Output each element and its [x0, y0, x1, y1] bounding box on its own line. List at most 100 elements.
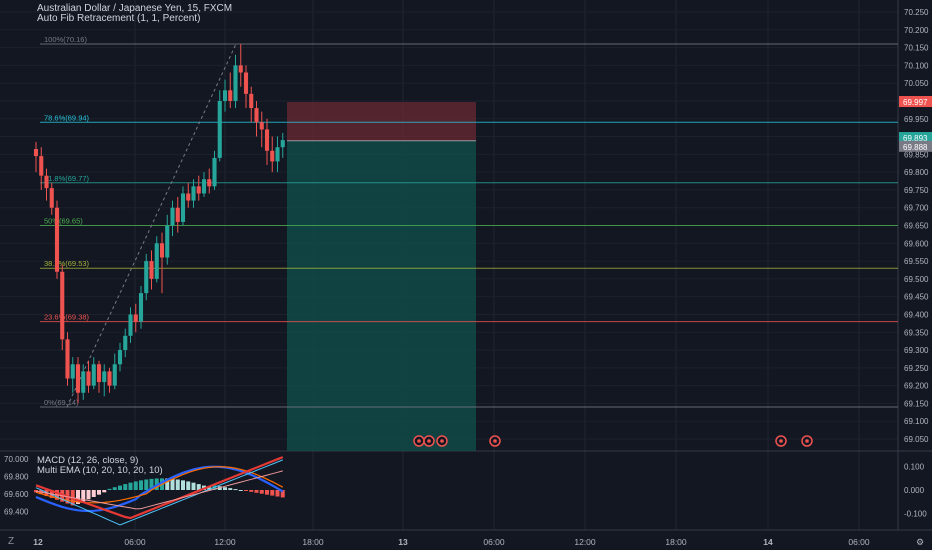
- candle-body: [128, 314, 133, 336]
- candle-body: [270, 150, 275, 162]
- ema-indicator-label[interactable]: Multi EMA (10, 20, 10, 20, 10): [37, 465, 163, 476]
- candle-body: [191, 186, 196, 201]
- stop-loss-zone: [287, 102, 476, 141]
- macd-histogram-bar: [280, 490, 285, 498]
- event-marker-dot: [805, 439, 809, 443]
- price-tick-label: 69.600: [904, 239, 929, 248]
- macd-histogram-bar: [86, 490, 91, 500]
- candle-body: [91, 364, 96, 386]
- price-tick-label: 70.050: [904, 79, 929, 88]
- candle-body: [186, 193, 191, 201]
- candle-body: [54, 207, 60, 272]
- ema-line-1: [35, 456, 284, 520]
- macd-histogram-bar: [149, 478, 154, 490]
- fib-level-label: 23.6%(69.38): [44, 313, 90, 322]
- candle-body: [144, 261, 149, 294]
- macd-histogram-bar: [128, 482, 133, 490]
- fib-trend-line: [66, 43, 237, 408]
- candle-body: [280, 140, 285, 148]
- price-tag-label: 69.893: [903, 134, 928, 143]
- time-tick-label: 12: [33, 537, 43, 547]
- macd-histogram-bar: [228, 488, 233, 490]
- macd-histogram-bar: [91, 490, 96, 497]
- macd-histogram-bar: [133, 481, 138, 490]
- price-tick-label: 70.250: [904, 8, 929, 17]
- candle-body: [86, 371, 91, 386]
- macd-histogram-bar: [97, 490, 101, 495]
- price-tag: [899, 132, 932, 144]
- macd-histogram-bar: [144, 479, 149, 490]
- event-marker-dot: [417, 439, 421, 443]
- price-tick-label: 69.150: [904, 399, 929, 408]
- candle-body: [60, 271, 65, 340]
- macd-histogram-bar: [123, 484, 128, 490]
- candle-body: [243, 72, 249, 94]
- event-marker-dot: [427, 439, 431, 443]
- candle-body: [238, 65, 243, 73]
- fib-level-label: 50%(69.65): [44, 217, 83, 226]
- macd-histogram-bar: [165, 478, 170, 490]
- time-tick-label: 13: [398, 537, 408, 547]
- candle-body: [70, 364, 75, 379]
- candle-body: [275, 147, 280, 162]
- price-tick-label: 70.100: [904, 61, 929, 70]
- time-tick-label: 06:00: [483, 537, 505, 547]
- price-tick-label: 69.350: [904, 328, 929, 337]
- macd-histogram-bar: [275, 490, 280, 497]
- fib-indicator-label[interactable]: Auto Fib Retracement (1, 1, Percent): [37, 13, 201, 24]
- time-tick-label: 18:00: [302, 537, 324, 547]
- price-tick-label: 69.850: [904, 150, 929, 159]
- time-tick-label: 06:00: [124, 537, 146, 547]
- candle-body: [33, 148, 39, 157]
- event-marker-dot: [779, 439, 783, 443]
- price-tick-label: 69.200: [904, 382, 929, 391]
- candle-body: [249, 93, 254, 109]
- price-tick-label: 69.250: [904, 364, 929, 373]
- fib-level-label: 38.2%(69.53): [44, 259, 90, 268]
- price-tag: [899, 96, 932, 108]
- price-tick-label: 69.400: [904, 310, 929, 319]
- macd-histogram-bar: [107, 488, 112, 490]
- macd-indicator-label[interactable]: MACD (12, 26, close, 9): [37, 455, 139, 466]
- ema-tick-label: 70.000: [4, 455, 29, 464]
- price-tick-label: 69.100: [904, 417, 929, 426]
- candle-body: [212, 157, 217, 187]
- settings-gear-icon: ⚙: [916, 537, 924, 547]
- price-tick-label: 70.200: [904, 26, 929, 35]
- candle-body: [133, 314, 138, 322]
- event-marker-dot: [440, 439, 444, 443]
- macd-histogram-bar: [139, 480, 143, 490]
- candle-body: [170, 207, 175, 226]
- macd-histogram-bar: [265, 490, 269, 495]
- ema-line-3: [35, 470, 283, 510]
- macd-histogram-bar: [186, 481, 191, 490]
- macd-histogram-bar: [270, 490, 275, 496]
- fib-level-label: 0%(69.14): [44, 398, 79, 407]
- candle-body: [102, 371, 107, 383]
- macd-tick-label: 0.100: [904, 463, 925, 472]
- candle-body: [117, 350, 123, 365]
- macd-histogram-bar: [196, 484, 201, 490]
- candle-body: [138, 293, 144, 322]
- macd-histogram-bar: [207, 487, 212, 490]
- macd-histogram-bar: [223, 487, 227, 490]
- time-tick-label: 14: [763, 537, 773, 547]
- price-tick-label: 69.650: [904, 222, 929, 231]
- macd-histogram-bar: [102, 490, 107, 493]
- macd-histogram-bar: [76, 490, 80, 504]
- ema-tick-label: 69.400: [4, 508, 29, 517]
- macd-histogram-bar: [259, 490, 264, 494]
- time-tick-label: 18:00: [665, 537, 687, 547]
- price-tag-label: 69.888: [903, 143, 928, 152]
- macd-histogram-bar: [238, 490, 243, 491]
- price-tick-label: 69.550: [904, 257, 929, 266]
- timezone-corner-button[interactable]: Z: [8, 536, 15, 547]
- candle-body: [107, 371, 112, 386]
- time-tick-label: 06:00: [848, 537, 870, 547]
- event-marker-dot: [493, 439, 497, 443]
- time-tick-label: 12:00: [214, 537, 236, 547]
- candle-body: [165, 225, 170, 258]
- candle-body: [112, 364, 117, 386]
- candle-body: [259, 122, 264, 130]
